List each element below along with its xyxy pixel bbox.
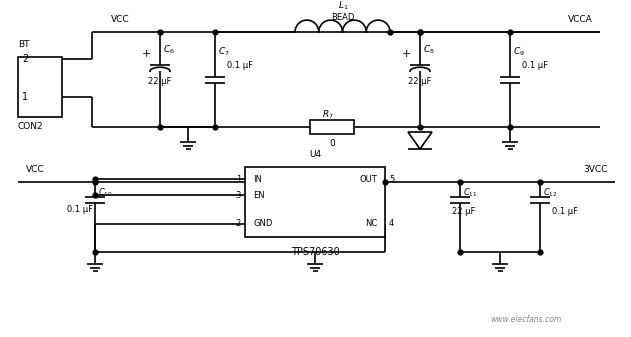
Text: IN: IN xyxy=(253,175,262,184)
Text: 22 μF: 22 μF xyxy=(148,78,172,87)
Text: $C_6$: $C_6$ xyxy=(163,44,175,56)
Text: 22 μF: 22 μF xyxy=(452,208,475,216)
Text: www.elecfans.com: www.elecfans.com xyxy=(490,314,561,324)
Text: 0: 0 xyxy=(329,139,335,148)
Text: 1: 1 xyxy=(236,175,241,184)
Text: 2: 2 xyxy=(22,54,28,64)
Text: OUT: OUT xyxy=(359,175,377,184)
Text: 22 μF: 22 μF xyxy=(408,78,432,87)
Text: 0.1 μF: 0.1 μF xyxy=(67,206,93,214)
Text: 2: 2 xyxy=(236,219,241,228)
Text: EN: EN xyxy=(253,190,264,200)
Text: $C_8$: $C_8$ xyxy=(423,44,435,56)
Text: $C_{11}$: $C_{11}$ xyxy=(463,187,478,199)
Bar xyxy=(310,120,354,134)
Text: 5: 5 xyxy=(389,175,394,184)
Text: NC: NC xyxy=(365,219,377,228)
Text: VCC: VCC xyxy=(110,15,129,24)
Text: 0.1 μF: 0.1 μF xyxy=(552,208,578,216)
Text: GND: GND xyxy=(253,219,273,228)
Text: 0.1 μF: 0.1 μF xyxy=(227,61,253,69)
Text: VCC: VCC xyxy=(26,165,44,174)
Text: BT: BT xyxy=(18,40,30,49)
Text: 0.1 μF: 0.1 μF xyxy=(522,61,548,69)
Text: TPS70630: TPS70630 xyxy=(291,247,339,257)
Text: $C_7$: $C_7$ xyxy=(218,46,230,58)
Text: +: + xyxy=(141,49,151,59)
Text: BEAD: BEAD xyxy=(331,13,355,22)
Text: $C_9$: $C_9$ xyxy=(513,46,525,58)
Text: $C_{10}$: $C_{10}$ xyxy=(98,187,113,199)
Text: 1: 1 xyxy=(22,92,28,102)
Text: 3: 3 xyxy=(235,190,241,200)
Bar xyxy=(18,57,62,117)
Text: $C_{12}$: $C_{12}$ xyxy=(543,187,558,199)
Text: +: + xyxy=(401,49,411,59)
Text: CON2: CON2 xyxy=(18,122,44,131)
Text: $R_7$: $R_7$ xyxy=(322,109,334,121)
Bar xyxy=(245,167,385,237)
Text: VCCA: VCCA xyxy=(568,15,593,24)
Text: $L_1$: $L_1$ xyxy=(338,0,348,12)
Text: 3VCC: 3VCC xyxy=(583,165,607,174)
Text: U4: U4 xyxy=(309,150,321,159)
Text: 4: 4 xyxy=(389,219,394,228)
